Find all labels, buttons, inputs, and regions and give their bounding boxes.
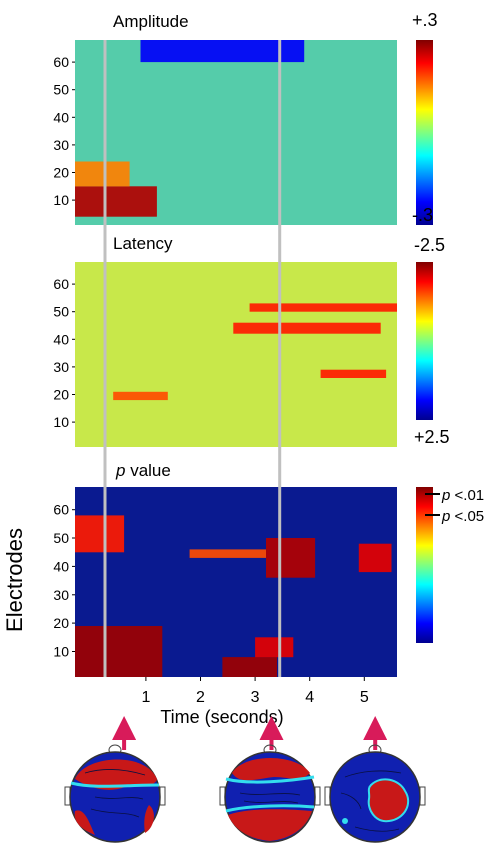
colorbar-min-label-amplitude: -.3 [412,205,433,225]
heatmap-region-2-4 [358,543,392,573]
yaxis-amplitude: 10 20 30 40 50 60 [53,54,75,208]
ytick-label: 50 [53,530,69,546]
ytick-label: 40 [53,558,69,574]
xtick-label: 2 [196,689,205,706]
colorbar-min-label-latency: +2.5 [414,427,450,447]
xtick-label: 3 [251,689,260,706]
ytick-label: 30 [53,137,69,153]
ytick-label: 60 [53,502,69,518]
threshold-label-05: p <.05 [441,508,484,525]
panel-title-pvalue-p: p [115,461,125,480]
colorbar-latency [416,262,433,420]
y-axis-label: Electrodes [2,528,27,632]
heatmap-region-0-2 [140,40,305,63]
heatmap-region-2-5 [75,515,125,553]
x-axis-label: Time (seconds) [160,707,283,727]
heatmap-region-2-0 [75,626,163,677]
ytick-label: 10 [53,414,69,430]
topomap-1 [64,744,166,843]
heatmap-amplitude-cells [75,40,305,217]
heatmap-region-1-1 [233,322,381,334]
heatmap-region-1-2 [320,369,387,378]
ytick-label: 30 [53,359,69,375]
ytick-label: 40 [53,109,69,125]
heatmap-region-0-1 [75,161,130,187]
x-axis-ticks: 1 2 3 4 5 [141,677,369,706]
threshold-label-01: p <.01 [441,487,484,504]
heatmap-latency [75,262,397,447]
topomap-2 [219,744,321,843]
xtick-label: 1 [141,689,150,706]
heatmap-latency-cells [113,303,397,401]
colorbar-pvalue [416,487,433,643]
panel-amplitude: Amplitude 10 20 30 40 50 60 +.3 -.3 [53,10,438,225]
panel-title-latency: Latency [113,234,173,253]
ytick-label: 60 [53,54,69,70]
ytick-label: 20 [53,615,69,631]
panel-title-pvalue: p value [115,461,171,480]
ytick-label: 20 [53,387,69,403]
ytick-label: 10 [53,644,69,660]
colorbar-max-label-latency: -2.5 [414,235,445,255]
xtick-label: 4 [305,689,314,706]
ytick-label: 30 [53,587,69,603]
panel-title-pvalue-rest: value [125,461,170,480]
colorbar-amplitude [416,40,433,225]
time-marker-lines [103,40,282,677]
panel-title-amplitude: Amplitude [113,12,189,31]
ytick-label: 40 [53,331,69,347]
topomap-3 [324,744,426,843]
heatmap-region-0-0 [75,186,157,217]
heatmap-region-1-0 [249,303,397,312]
yaxis-pvalue: 10 20 30 40 50 60 [53,502,75,660]
colorbar-max-label-amplitude: +.3 [412,10,438,30]
heatmap-region-2-6 [189,549,266,558]
ytick-label: 10 [53,192,69,208]
panel-pvalue: p value 10 20 30 40 50 60 p <.01 p <.05 [53,461,484,677]
heatmap-region-1-3 [113,391,168,401]
ytick-label: 20 [53,165,69,181]
xtick-label: 5 [360,689,369,706]
ytick-label: 50 [53,82,69,98]
heatmap-pvalue-cells [75,515,392,677]
heatmap-region-2-3 [266,538,316,578]
heatmap-region-2-2 [255,637,294,658]
ytick-label: 50 [53,304,69,320]
panel-latency: Latency 10 20 30 40 50 60 -2.5 +2.5 [53,234,450,447]
topomaps [64,744,426,843]
ytick-label: 60 [53,276,69,292]
yaxis-latency: 10 20 30 40 50 60 [53,276,75,430]
x-axis: 1 2 3 4 5 Time (seconds) [141,677,369,727]
arrows [112,716,388,750]
heatmap-region-2-1 [222,657,277,677]
